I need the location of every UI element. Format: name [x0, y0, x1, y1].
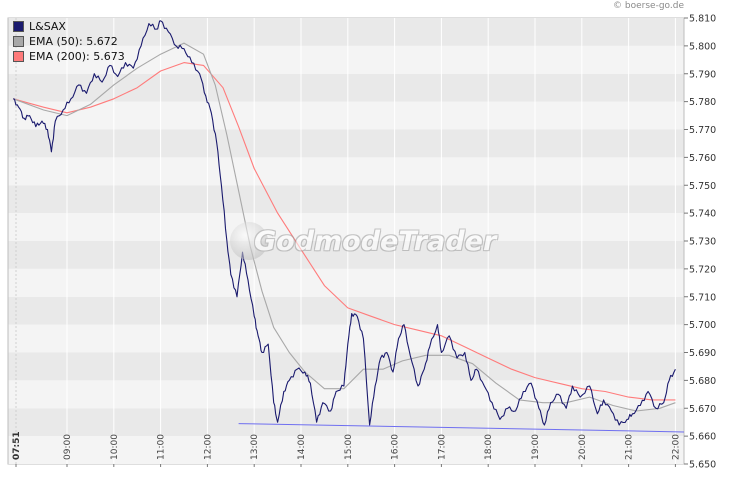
- support-trendline: [238, 423, 685, 433]
- chart-series: [13, 20, 685, 433]
- legend-label-price: L&SAX: [29, 20, 66, 33]
- x-tick-label: 15:00: [344, 434, 354, 460]
- y-tick-label: 5.800: [689, 41, 716, 52]
- y-axis: 5.650 5.660 5.670 5.680 5.690 5.700 5.710 5.720…: [684, 14, 716, 471]
- y-tick-label: 5.670: [689, 404, 716, 415]
- x-tick-label: 18:00: [484, 434, 494, 460]
- source-credit: © boerse-go.de: [613, 1, 684, 11]
- x-tick-label: 19:00: [531, 434, 541, 460]
- x-tick-label: 11:00: [157, 434, 167, 460]
- y-tick-label: 5.790: [689, 69, 716, 80]
- y-tick-label: 5.680: [689, 376, 716, 387]
- x-start-label: 07:51: [12, 431, 22, 460]
- plot-band: [8, 18, 684, 46]
- y-tick-label: 5.770: [689, 125, 716, 136]
- x-tick-label: 21:00: [625, 434, 635, 460]
- y-tick-label: 5.720: [689, 264, 716, 275]
- legend-swatch-ema200: [13, 51, 24, 62]
- y-tick-label: 5.810: [689, 14, 716, 25]
- y-tick-label: 5.700: [689, 320, 716, 331]
- plot-band: [8, 73, 684, 102]
- legend-item-price: L&SAX: [13, 19, 125, 34]
- legend-swatch-ema50: [13, 36, 24, 47]
- y-tick-label: 5.740: [689, 209, 716, 220]
- y-tick-label: 5.710: [689, 292, 716, 303]
- x-tick-label: 13:00: [250, 434, 260, 460]
- plot-band: [8, 213, 684, 241]
- plot-band: [8, 129, 684, 158]
- y-tick-label: 5.660: [689, 432, 716, 443]
- series-line-ema200: [13, 62, 676, 401]
- plot-band: [8, 157, 684, 186]
- x-tick-label: 16:00: [391, 434, 401, 460]
- x-tick-label: 14:00: [297, 434, 307, 460]
- vertical-gridlines: [15, 18, 676, 464]
- x-tick-label: 22:00: [671, 434, 681, 460]
- y-tick-label: 5.650: [689, 460, 716, 471]
- legend-item-ema200: EMA (200): 5.673: [13, 49, 125, 64]
- y-tick-label: 5.750: [689, 181, 716, 192]
- y-tick-label: 5.760: [689, 153, 716, 164]
- x-axis: 09:00 10:00 11:00 12:00 13:00 14:00 15:00 16:00…: [12, 431, 681, 467]
- plot-band: [8, 436, 684, 464]
- legend-item-ema50: EMA (50): 5.672: [13, 34, 125, 49]
- legend-swatch-price: [13, 21, 24, 32]
- series-line-price: [13, 20, 676, 426]
- x-tick-label: 09:00: [63, 434, 73, 460]
- plot-band: [8, 101, 684, 130]
- x-tick-label: 10:00: [110, 434, 120, 460]
- legend-label-ema50: EMA (50): 5.672: [29, 35, 118, 48]
- plot-band: [8, 185, 684, 214]
- y-tick-label: 5.730: [689, 237, 716, 248]
- x-tick-label: 17:00: [437, 434, 447, 460]
- y-tick-label: 5.690: [689, 348, 716, 359]
- plot-band: [8, 296, 684, 325]
- plot-bands: [7, 17, 685, 465]
- y-tick-label: 5.780: [689, 97, 716, 108]
- series-line-ema50: [13, 42, 676, 412]
- x-tick-label: 12:00: [203, 434, 213, 460]
- plot-band: [8, 268, 684, 297]
- legend-label-ema200: EMA (200): 5.673: [29, 50, 125, 63]
- plot-band: [8, 241, 684, 269]
- plot-band: [8, 408, 684, 437]
- x-tick-label: 20:00: [578, 434, 588, 460]
- plot-band: [8, 324, 684, 353]
- chart-legend: L&SAX EMA (50): 5.672 EMA (200): 5.673: [13, 19, 125, 64]
